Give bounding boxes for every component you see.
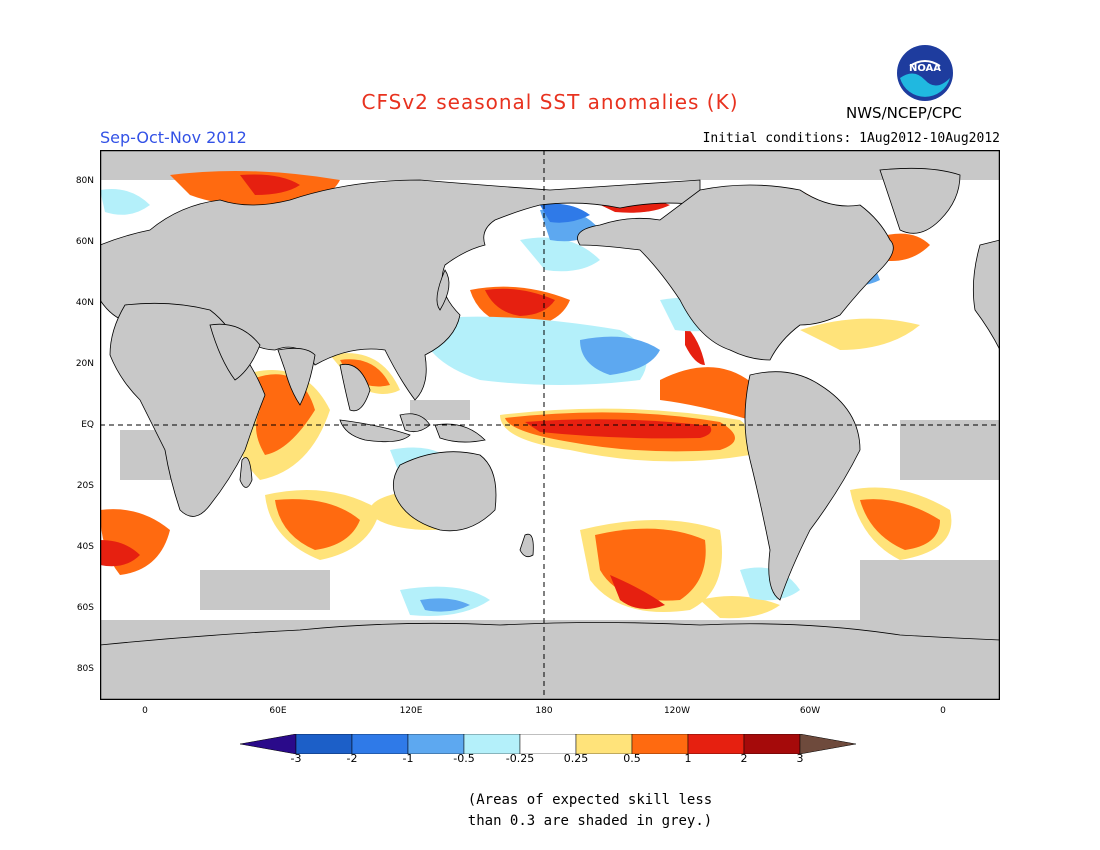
colorbar-segment — [519, 734, 577, 754]
colorbar-tick-label: -1 — [402, 752, 414, 765]
southeast-asia-landmass — [339, 363, 371, 412]
colorbar-tick-label: 3 — [796, 752, 804, 765]
season-label: Sep-Oct-Nov 2012 — [100, 128, 247, 147]
lon-label: 180 — [535, 706, 553, 716]
colorbar-tick-label: 2 — [740, 752, 748, 765]
lat-label: 80N — [75, 176, 94, 186]
colorbar-segment — [687, 734, 745, 754]
india-landmass — [277, 347, 316, 406]
madagascar-landmass — [239, 457, 253, 488]
chart-title: CFSv2 seasonal SST anomalies (K) — [361, 90, 739, 114]
map-frame — [100, 150, 1000, 700]
lon-label: 60W — [799, 706, 821, 716]
eurasia-landmass — [100, 179, 701, 401]
colorbar-segment — [407, 734, 465, 754]
colorbar-tick-label: 0.25 — [563, 752, 589, 765]
colorbar-segment — [240, 734, 297, 754]
lat-label: 20S — [76, 481, 94, 491]
australia-landmass — [392, 451, 497, 532]
logo-text: NOAA — [909, 63, 941, 74]
south-america-landmass — [744, 371, 861, 601]
lon-label: 0 — [142, 706, 148, 716]
lon-label: 0 — [940, 706, 946, 716]
colorbar-tick-label: 0.5 — [623, 752, 641, 765]
skill-note-line: than 0.3 are shaded in grey.) — [467, 813, 713, 829]
lat-label: 60N — [75, 237, 94, 247]
colorbar-segment — [351, 734, 409, 754]
antarctica-landmass — [100, 622, 1000, 700]
colorbar-segment — [575, 734, 633, 754]
colorbar-tick-label: -0.25 — [505, 752, 535, 765]
colorbar-segment — [631, 734, 689, 754]
colorbar-segment — [743, 734, 801, 754]
continents — [100, 167, 1000, 700]
sst-anomaly-map — [100, 150, 1000, 700]
lat-label: 40S — [76, 542, 94, 552]
colorbar-tick-label: -2 — [346, 752, 358, 765]
lat-label: 40N — [75, 298, 94, 308]
colorbar-tick-label: 1 — [684, 752, 692, 765]
colorbar-tick-label: -3 — [290, 752, 302, 765]
lat-label: 20N — [75, 359, 94, 369]
greenland-landmass — [879, 167, 961, 234]
lon-label: 120W — [663, 706, 691, 716]
colorbar-segment — [295, 734, 353, 754]
indonesia-islands — [339, 413, 486, 443]
noaa-logo-icon: NOAA — [897, 45, 953, 101]
new-zealand-islands — [519, 533, 534, 558]
colorbar-tick-label: -0.5 — [453, 752, 475, 765]
lat-label: EQ — [81, 420, 94, 430]
arabia-landmass — [209, 323, 261, 381]
colorbar-segment — [463, 734, 521, 754]
north-america-landmass — [577, 184, 894, 361]
lat-label: 60S — [76, 603, 94, 613]
japan-islands — [436, 269, 450, 311]
lon-label: 120E — [399, 706, 423, 716]
skill-note-line: (Areas of expected skill less — [467, 792, 713, 808]
lat-label: 80S — [76, 664, 94, 674]
lon-label: 60E — [269, 706, 287, 716]
europe-wrap-landmass — [972, 239, 1000, 351]
colorbar — [240, 734, 857, 754]
skill-note: (Areas of expected skill less than 0.3 a… — [440, 790, 740, 832]
agency-label: NWS/NCEP/CPC — [846, 104, 962, 122]
colorbar-segment — [799, 734, 857, 754]
initial-conditions-label: Initial conditions: 1Aug2012-10Aug2012 — [702, 131, 1000, 146]
